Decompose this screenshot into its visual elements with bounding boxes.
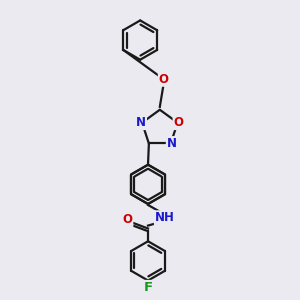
Text: NH: NH	[155, 211, 175, 224]
Text: F: F	[143, 281, 153, 294]
Text: N: N	[136, 116, 146, 129]
Text: N: N	[167, 137, 177, 150]
Text: O: O	[159, 73, 169, 86]
Text: O: O	[122, 213, 132, 226]
Text: O: O	[173, 116, 184, 129]
